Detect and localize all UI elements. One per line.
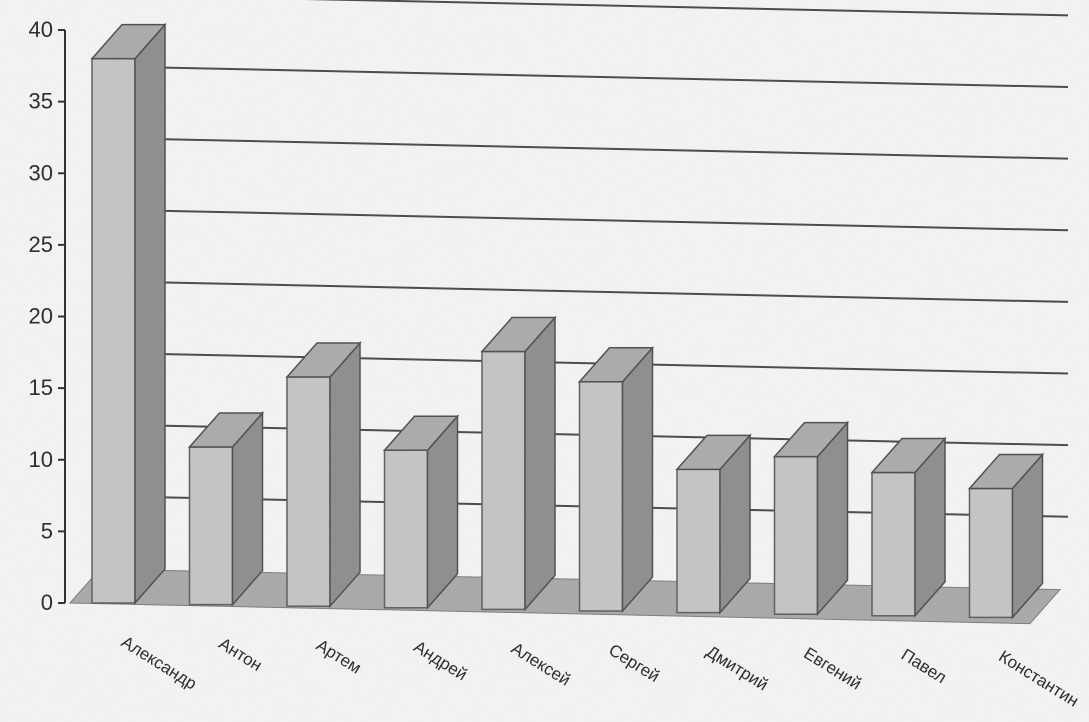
chart: 0510152025303540 АлександрАнтонАртемАндр… — [0, 0, 1089, 722]
paper-texture — [0, 0, 1089, 722]
bar-chart-3d: 0510152025303540 АлександрАнтонАртемАндр… — [0, 0, 1089, 722]
